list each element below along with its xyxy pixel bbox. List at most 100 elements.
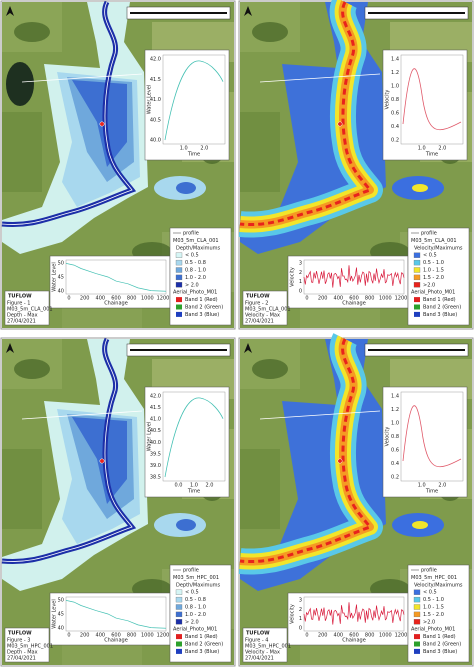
legend-item: Band 2 (Green) [423, 305, 461, 311]
time-chart-box [382, 386, 468, 498]
legend-field: Velocity/Maximums [414, 245, 463, 251]
legend-layer: M03_5m_HPC_001 [411, 575, 457, 581]
title-block [4, 627, 50, 663]
title-block-run: M03_5m_HPC_001 [7, 644, 53, 650]
y-tick-label: 1.2 [391, 407, 399, 413]
y-tick-label: 40 [58, 626, 64, 632]
legend-item: Band 3 (Blue) [185, 312, 219, 318]
x-tick-label: 1.0 [418, 146, 426, 152]
title-block-figure: Figure - 3 [7, 638, 30, 644]
x-tick-label: 800 [127, 296, 137, 302]
profile-chart-box [49, 255, 171, 309]
legend-field: Depth/Maximums [176, 245, 221, 251]
x-tick-label: 1200 [157, 633, 170, 639]
north-arrow [244, 343, 252, 353]
legend-swatch [414, 311, 420, 317]
x-tick-label: 1.0 [418, 483, 426, 489]
north-arrow [6, 6, 14, 16]
x-tick-label: 200 [80, 633, 90, 639]
y-tick-label: 0.8 [391, 434, 399, 440]
y-tick-label: 2 [299, 270, 302, 276]
x-tick-label: 1200 [395, 296, 408, 302]
legend-item: Band 2 (Green) [423, 642, 461, 648]
x-axis-label: Chainage [104, 638, 128, 644]
title-block-run: M03_5m_CLA_001 [7, 307, 53, 313]
legend-item: 0.8 - 1.0 [185, 605, 206, 611]
x-tick-label: 1000 [141, 633, 154, 639]
title-block-run: M03_5m_CLA_001 [245, 307, 291, 313]
x-tick-label: 2.0 [438, 146, 446, 152]
title-block [242, 627, 288, 663]
y-tick-label: 1.0 [391, 84, 399, 90]
x-axis-label: Time [425, 152, 438, 158]
time-chart-plot [400, 54, 464, 145]
legend-item: profile [183, 568, 199, 574]
title-block-result: Depth - Max [7, 650, 38, 656]
title-block-date: 27/04/2021 [245, 656, 274, 662]
legend-item: Band 3 (Blue) [423, 312, 457, 318]
title-block-result: Velocity - Max [245, 313, 280, 319]
logo: TUFLOW [8, 631, 32, 637]
point-marker [99, 458, 105, 464]
legend-item: Band 1 (Red) [423, 297, 456, 303]
y-tick-label: 41.5 [150, 77, 161, 83]
legend-item: < 0.5 [423, 590, 437, 596]
time-series-line [402, 405, 462, 468]
panel-border [238, 0, 474, 330]
legend-item: Band 2 (Green) [185, 305, 223, 311]
legend-swatch [413, 252, 421, 258]
x-tick-label: 600 [349, 296, 359, 302]
legend-swatch [175, 604, 183, 610]
lake [6, 62, 34, 106]
y-tick-label: 45 [58, 275, 64, 281]
legend-swatch [175, 252, 183, 258]
legend-layer: M03_5m_HPC_001 [173, 575, 219, 581]
scale-bar-segment [130, 12, 227, 14]
y-tick-label: 40.5 [150, 117, 161, 123]
profile-series-line [65, 600, 167, 629]
legend-swatch [175, 596, 183, 603]
legend-swatch [413, 282, 421, 288]
flood-pond-deep [176, 182, 196, 194]
legend-item: > 2.0 [185, 619, 199, 625]
x-tick-label: 600 [111, 296, 121, 302]
flood-pond-fast [412, 184, 428, 192]
x-axis-label: Time [425, 489, 438, 495]
x-tick-label: 1000 [141, 296, 154, 302]
time-chart-plot [162, 54, 226, 145]
legend-swatch [413, 604, 421, 610]
river-line [1, 1, 133, 225]
point-marker [337, 121, 343, 127]
title-block-figure: Figure - 2 [245, 301, 268, 307]
profile-line [21, 73, 143, 83]
legend-item: 1.0 - 2.0 [185, 612, 206, 618]
y-tick-label: 40.5 [150, 428, 161, 434]
x-tick-label: 0 [305, 633, 308, 639]
y-tick-label: 1.2 [391, 70, 399, 76]
profile-chart-plot [65, 259, 167, 295]
profile-chart-box [49, 592, 171, 646]
point-marker [99, 121, 105, 127]
title-block [4, 290, 50, 326]
legend-layer: Aerial_Photo_M01 [173, 290, 217, 296]
title-block-figure: Figure - 4 [245, 638, 268, 644]
y-tick-label: 0.4 [391, 461, 399, 467]
y-axis-label: Water Level [147, 422, 153, 452]
y-tick-label: 45 [58, 612, 64, 618]
legend-item: 1.5 - 2.0 [423, 612, 444, 618]
legend-swatch [175, 259, 183, 266]
title-block-result: Velocity - Max [245, 650, 280, 656]
x-tick-label: 1.0 [190, 483, 198, 489]
y-axis-label: Velocity [385, 90, 391, 110]
scale-bar-segment [130, 349, 227, 351]
legend-item: 0.5 - 0.8 [185, 597, 206, 603]
y-tick-label: 0 [299, 626, 302, 632]
legend-item: < 0.5 [423, 253, 437, 259]
legend-field: Depth/Maximums [176, 582, 221, 588]
legend-swatch [175, 589, 183, 595]
y-tick-label: 0.4 [391, 124, 399, 130]
profile-series-line [303, 602, 405, 625]
y-tick-label: 39.5 [150, 451, 161, 457]
y-tick-label: 50 [58, 261, 64, 267]
time-series-line [164, 397, 224, 478]
